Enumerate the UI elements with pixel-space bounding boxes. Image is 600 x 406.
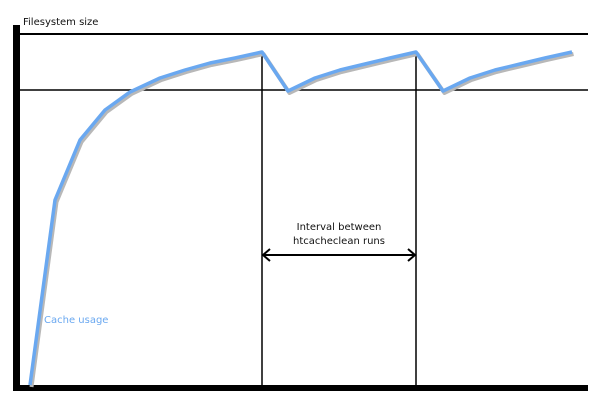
y-axis (13, 25, 20, 391)
interval-label-line2: htcacheclean runs (293, 236, 385, 247)
interval-label: Interval between htcacheclean runs (262, 221, 416, 249)
interval-arrow (261, 248, 417, 262)
curve-label: Cache usage (44, 315, 109, 326)
cache-usage-curve (28, 50, 573, 386)
interval-label-line1: Interval between (296, 222, 382, 233)
y-axis-label: Filesystem size (23, 17, 99, 28)
x-axis (13, 385, 588, 391)
cache-usage-curve-shadow (29, 52, 574, 388)
